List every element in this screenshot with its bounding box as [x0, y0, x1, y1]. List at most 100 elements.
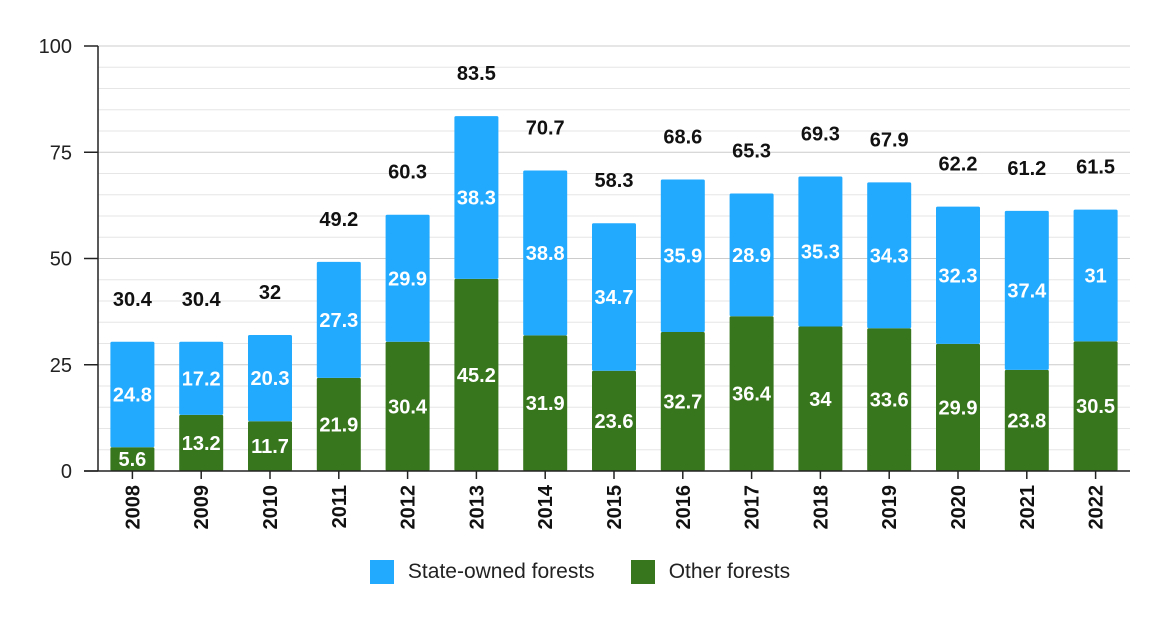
bar-segment-state-owned[interactable]	[316, 261, 361, 378]
data-label-other: 36.4	[732, 384, 772, 406]
bar-segment-state-owned[interactable]	[729, 193, 774, 317]
bar-segment-other[interactable]	[729, 316, 774, 471]
legend-item-state-owned[interactable]: State-owned forests	[369, 560, 595, 584]
x-tick-label: 2012	[398, 485, 420, 530]
x-tick-label: 2013	[466, 485, 488, 530]
bar-segment-state-owned[interactable]	[385, 214, 430, 342]
data-label-other: 21.9	[319, 414, 358, 436]
data-label-other: 30.4	[388, 396, 428, 418]
x-tick-label: 2011	[329, 485, 351, 528]
bar-segment-state-owned[interactable]	[867, 182, 912, 329]
data-label-state-owned: 34.7	[595, 287, 634, 309]
x-tick-label: 2017	[742, 485, 764, 530]
data-label-state-owned: 34.3	[870, 245, 909, 267]
x-tick-label: 2020	[948, 485, 970, 530]
data-label-state-owned: 38.3	[457, 188, 496, 210]
data-label-other: 23.8	[1007, 410, 1046, 432]
data-label-state-owned: 32.3	[939, 265, 978, 287]
x-tick-label: 2019	[879, 485, 901, 530]
bar-segment-other[interactable]	[1073, 341, 1118, 471]
data-label-other: 11.7	[251, 436, 289, 458]
legend-item-other[interactable]: Other forests	[630, 560, 791, 584]
legend-label-state-owned: State-owned forests	[407, 560, 595, 583]
bar-segment-other[interactable]	[867, 328, 912, 471]
x-tick-label: 2015	[604, 485, 626, 530]
x-tick-label: 2022	[1086, 485, 1108, 530]
bar-segment-other[interactable]	[110, 447, 155, 471]
data-label-other: 34	[809, 389, 832, 411]
bar-segment-state-owned[interactable]	[179, 341, 224, 415]
stacked-bar-chart: 0 25 50 75 100 5.6 24.8 30.4 2008 13.2 17.2 30.4 200…	[39, 36, 1130, 530]
total-label: 49.2	[319, 209, 358, 231]
total-label: 60.3	[388, 162, 427, 184]
legend-label-other: Other forests	[668, 560, 791, 583]
bar-segment-other[interactable]	[248, 421, 292, 471]
data-label-state-owned: 17.2	[182, 368, 221, 390]
data-label-other: 32.7	[663, 392, 702, 414]
bar-segment-other[interactable]	[660, 332, 705, 471]
data-label-other: 5.6	[118, 449, 146, 471]
total-label: 30.4	[113, 289, 153, 311]
bar-segment-state-owned[interactable]	[1073, 209, 1118, 342]
data-label-other: 29.9	[939, 397, 978, 419]
data-label-state-owned: 28.9	[732, 245, 771, 267]
x-tick-label: 2010	[260, 485, 282, 530]
bar-segment-other[interactable]	[1004, 369, 1049, 471]
bar-segment-other[interactable]	[454, 278, 499, 471]
data-label-state-owned: 35.9	[663, 246, 702, 268]
total-label: 58.3	[595, 170, 634, 192]
data-label-other: 31.9	[526, 393, 565, 415]
total-label: 68.6	[663, 126, 702, 148]
data-label-state-owned: 27.3	[319, 310, 358, 332]
bar-segment-other[interactable]	[523, 335, 568, 471]
data-label-state-owned: 35.3	[801, 241, 840, 263]
bar-segment-other[interactable]	[592, 370, 636, 471]
data-label-other: 33.6	[870, 390, 909, 412]
x-tick-label: 2018	[810, 485, 832, 530]
x-tick-label: 2008	[122, 485, 144, 530]
total-label: 61.2	[1007, 158, 1046, 180]
total-label: 32	[259, 282, 281, 304]
legend-swatch-state-owned	[369, 560, 394, 584]
total-label: 61.5	[1076, 157, 1115, 179]
data-label-state-owned: 20.3	[251, 368, 290, 390]
data-label-state-owned: 31	[1084, 266, 1106, 288]
total-label: 67.9	[870, 129, 909, 151]
y-tick-label: 50	[50, 249, 72, 271]
legend: State-owned forests Other forests	[0, 560, 1160, 584]
y-tick-label: 100	[39, 36, 72, 58]
data-label-state-owned: 29.9	[388, 268, 427, 290]
data-label-other: 30.5	[1076, 396, 1115, 418]
bar-segment-state-owned[interactable]	[523, 170, 568, 336]
bar-segment-other[interactable]	[316, 377, 361, 471]
bar-segment-state-owned[interactable]	[110, 341, 155, 448]
bar-segment-state-owned[interactable]	[798, 176, 843, 327]
bar-segment-state-owned[interactable]	[592, 223, 636, 371]
total-label: 83.5	[457, 63, 496, 85]
x-tick-label: 2021	[1017, 485, 1039, 530]
x-tick-label: 2009	[191, 485, 213, 530]
bar-segment-state-owned[interactable]	[454, 116, 499, 279]
data-label-other: 13.2	[182, 433, 221, 455]
bar-segment-other[interactable]	[798, 326, 843, 472]
bar-segment-state-owned[interactable]	[936, 206, 980, 344]
total-label: 30.4	[182, 289, 222, 311]
bar-segment-other[interactable]	[179, 414, 224, 471]
data-label-other: 45.2	[457, 365, 496, 387]
data-label-state-owned: 37.4	[1007, 280, 1047, 302]
x-tick-label: 2014	[535, 484, 557, 529]
bar-segment-state-owned[interactable]	[660, 179, 705, 333]
total-label: 65.3	[732, 140, 771, 162]
bar-segment-state-owned[interactable]	[248, 335, 292, 422]
total-label: 62.2	[939, 154, 978, 176]
data-label-other: 23.6	[595, 411, 634, 433]
data-label-state-owned: 38.8	[526, 243, 565, 265]
data-label-state-owned: 24.8	[113, 385, 152, 407]
bar-segment-other[interactable]	[936, 343, 980, 471]
total-label: 69.3	[801, 123, 840, 145]
total-label: 70.7	[526, 118, 565, 140]
y-tick-label: 0	[61, 461, 72, 483]
bar-segment-other[interactable]	[385, 341, 430, 471]
bar-segment-state-owned[interactable]	[1004, 210, 1049, 370]
